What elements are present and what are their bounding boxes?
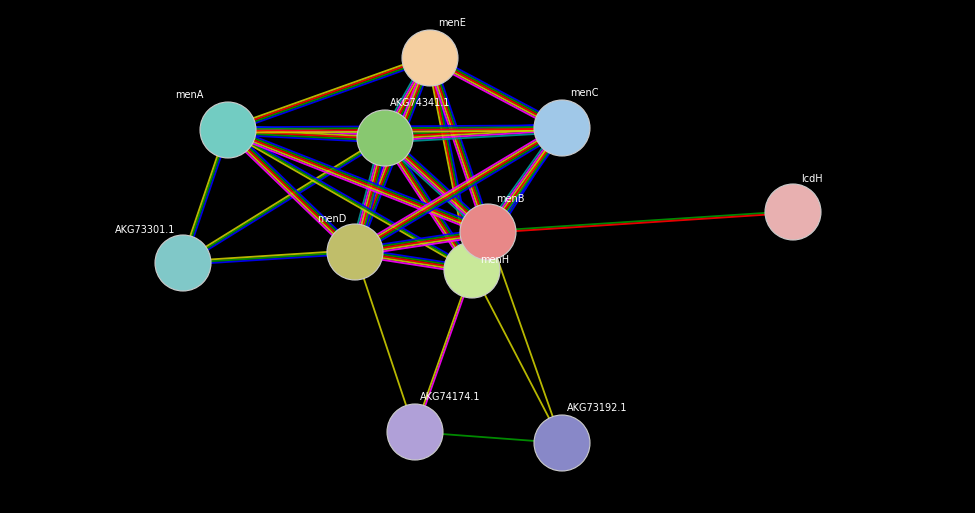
Circle shape [200,102,256,158]
Circle shape [534,415,590,471]
Text: AKG74174.1: AKG74174.1 [420,392,481,402]
Text: AKG73192.1: AKG73192.1 [567,403,628,413]
Text: menD: menD [318,214,347,224]
Circle shape [155,235,211,291]
Circle shape [534,100,590,156]
Text: lcdH: lcdH [801,174,823,184]
Circle shape [387,404,443,460]
Circle shape [444,242,500,298]
Text: menA: menA [175,90,203,100]
Text: menB: menB [496,194,525,204]
Text: menH: menH [480,255,509,265]
Circle shape [327,224,383,280]
Circle shape [765,184,821,240]
Text: menC: menC [570,88,599,98]
Circle shape [460,204,516,260]
Text: menE: menE [438,18,466,28]
Text: AKG74341.1: AKG74341.1 [390,98,450,108]
Circle shape [402,30,458,86]
Text: AKG73301.1: AKG73301.1 [115,225,175,235]
Circle shape [357,110,413,166]
